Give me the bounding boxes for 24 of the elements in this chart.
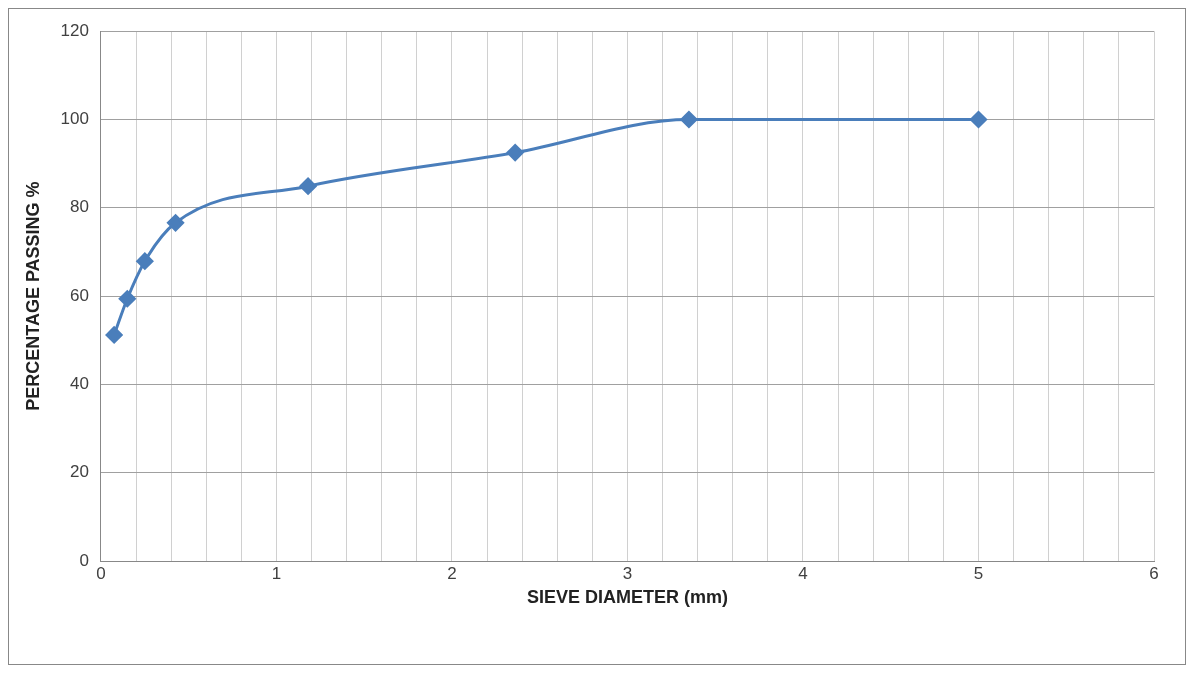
y-tick-label: 0 <box>79 550 89 570</box>
x-tick-label: 1 <box>271 563 282 583</box>
y-tick-label: 80 <box>70 197 89 217</box>
y-tick-label: 20 <box>70 462 89 482</box>
y-tick-label: 40 <box>70 374 89 394</box>
point <box>969 111 987 128</box>
point <box>680 111 698 128</box>
x-tick-label: 5 <box>973 563 984 583</box>
x-tick-label: 4 <box>798 563 808 583</box>
point <box>299 177 317 195</box>
x-axis-title: SIEVE DIAMETER (mm) <box>526 587 728 608</box>
x-tick-label: 3 <box>622 563 633 583</box>
x-tick-label: 0 <box>96 563 106 583</box>
point <box>118 290 136 308</box>
point <box>506 144 524 162</box>
point <box>105 326 123 344</box>
y-axis-title: PERCENTAGE PASSING % <box>22 181 43 411</box>
x-tick-label: 2 <box>447 563 457 583</box>
y-tick-label: 60 <box>70 285 89 305</box>
point <box>136 252 154 270</box>
x-tick-label: 6 <box>1149 563 1159 583</box>
y-tick-label: 100 <box>60 109 89 129</box>
point <box>167 214 185 232</box>
y-tick-label: 120 <box>60 20 89 40</box>
